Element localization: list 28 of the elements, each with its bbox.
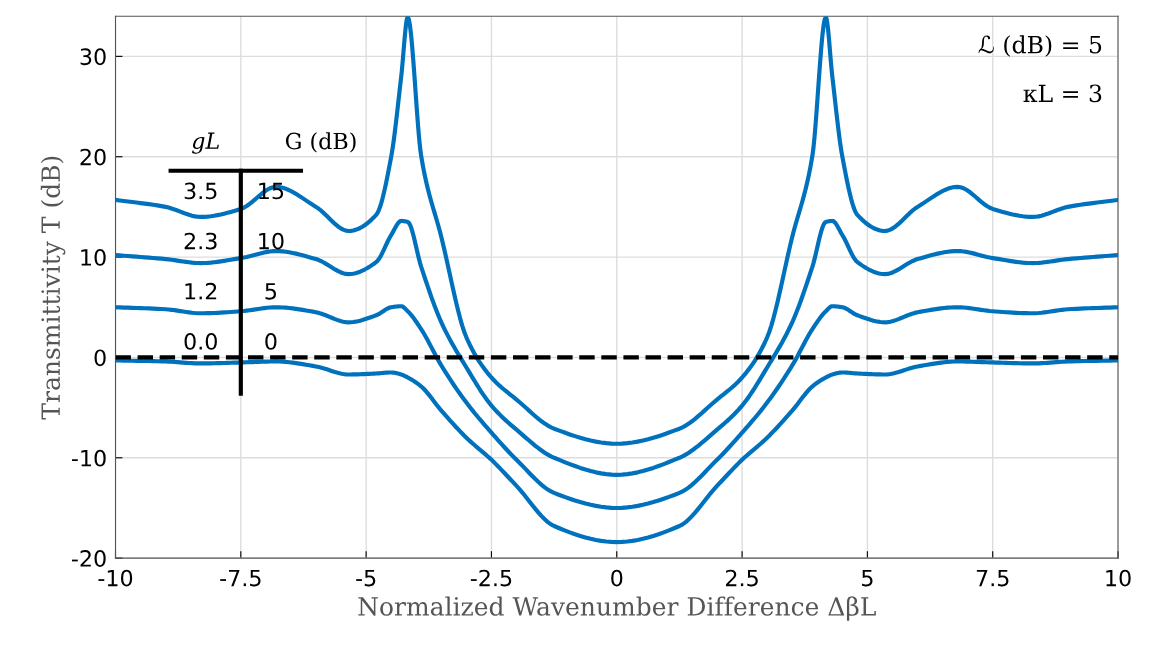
x-tick-label: -5 bbox=[356, 569, 376, 587]
y-tick-label: -20 bbox=[71, 550, 106, 567]
annotation: ℒ (dB) = 5 bbox=[978, 35, 1102, 57]
annotation: κL = 3 bbox=[1023, 84, 1102, 103]
y-tick-label: -10 bbox=[71, 449, 106, 467]
annotation: 1.2 bbox=[185, 282, 217, 300]
y-tick-label: 0 bbox=[94, 349, 106, 367]
y-tick-label: 30 bbox=[80, 48, 106, 66]
x-tick-label: 0 bbox=[611, 569, 623, 587]
x-tick-label: 5 bbox=[862, 569, 873, 587]
annotation: 5 bbox=[265, 283, 277, 300]
y-axis-title: Transmittivity T (dB) bbox=[40, 156, 66, 420]
x-axis-title: Normalized Wavenumber Difference ΔβL bbox=[358, 596, 876, 621]
x-tick-label: -7.5 bbox=[220, 569, 261, 587]
y-tick-label: 20 bbox=[80, 148, 106, 166]
x-tick-label: 7.5 bbox=[976, 569, 1009, 587]
annotation: 2.3 bbox=[184, 232, 217, 250]
annotation: 3.5 bbox=[184, 182, 217, 200]
annotation: 10 bbox=[259, 232, 284, 250]
annotation: G (dB) bbox=[285, 132, 356, 153]
annotation: gL bbox=[192, 132, 219, 154]
x-tick-label: 10 bbox=[1106, 569, 1131, 587]
annotation: 0.0 bbox=[184, 333, 217, 350]
x-tick-label: -2.5 bbox=[470, 569, 512, 587]
y-tick-label: 10 bbox=[81, 249, 106, 266]
x-tick-label: 2.5 bbox=[726, 569, 758, 587]
annotation: 0 bbox=[265, 333, 277, 350]
x-tick-label: -10 bbox=[98, 569, 133, 587]
